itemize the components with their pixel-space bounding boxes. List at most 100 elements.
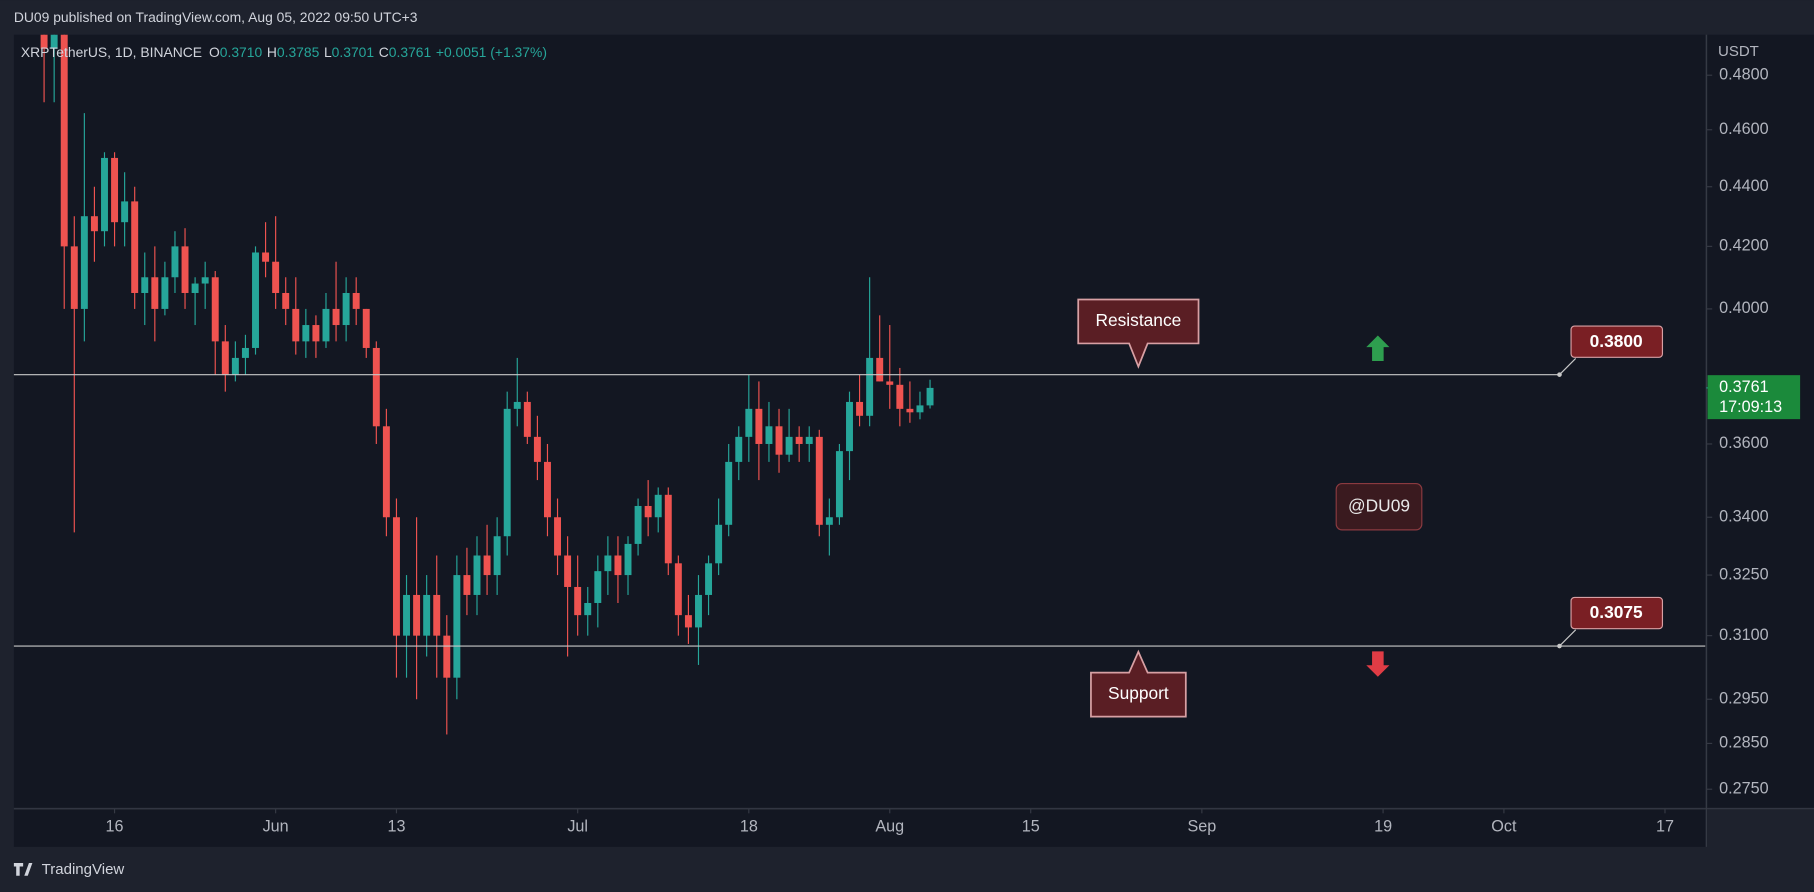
candle-body [292, 308, 300, 342]
candle-body [695, 594, 702, 628]
candle-body [322, 308, 330, 342]
legend-change: +0.0051 (+1.37%) [436, 44, 547, 60]
candle-body [533, 436, 541, 462]
candle-body [856, 401, 864, 416]
legend-key: O [209, 44, 220, 60]
candle-body [785, 436, 793, 455]
y-tick-label: 0.4000 [1719, 299, 1769, 317]
last-price-tag [1707, 375, 1801, 420]
candle-body [453, 575, 461, 678]
callout-box [1090, 649, 1187, 718]
x-tick-label: 15 [1022, 817, 1040, 835]
candle-body [111, 157, 119, 223]
published-by: DU09 published on TradingView.com, Aug 0… [14, 9, 418, 25]
symbol: XRPTetherUS, 1D, BINANCE [21, 44, 202, 60]
candle-body [80, 216, 88, 309]
x-tick-label: Aug [875, 817, 904, 835]
y-tick-label: 0.3400 [1719, 508, 1769, 526]
candle-body [825, 517, 833, 525]
x-tick-label: 17 [1656, 817, 1674, 835]
candle-body [715, 524, 723, 564]
candle-body [664, 494, 672, 564]
candle-body [503, 408, 511, 537]
candle-body [392, 517, 400, 636]
x-tick-label: Jul [567, 817, 588, 835]
level-price-box [1570, 325, 1664, 358]
candle-body [252, 252, 259, 348]
candle-body [101, 157, 108, 232]
candle-body [554, 517, 562, 556]
level-price-box [1570, 596, 1664, 630]
callout-label: Support [1108, 683, 1169, 703]
candle-body [523, 401, 531, 437]
candle-body [735, 436, 743, 462]
candle-body [60, 34, 68, 247]
candle-body [282, 292, 290, 309]
candle-body [795, 436, 803, 444]
candle-body [775, 426, 783, 455]
candle-body [543, 461, 551, 518]
x-tick-label: Oct [1491, 817, 1517, 835]
candle-body [674, 563, 682, 616]
x-tick-label: 13 [387, 817, 405, 835]
x-tick-label: 18 [740, 817, 758, 835]
level-connector [1559, 629, 1577, 647]
candle-body [372, 347, 380, 427]
candle-body [312, 325, 320, 342]
candle-body [815, 436, 823, 525]
candle-body [755, 408, 763, 444]
footer-logo [13, 863, 33, 876]
candle-body [423, 594, 431, 636]
legend-key: C [379, 44, 389, 60]
candle-body [463, 575, 471, 595]
candle-body [624, 543, 632, 576]
candle-body [171, 246, 179, 278]
candle-body [725, 461, 733, 525]
x-tick-label: 16 [106, 817, 124, 835]
candle-body [604, 555, 612, 572]
y-tick-label: 0.3250 [1719, 565, 1769, 583]
candle-body [926, 387, 934, 406]
y-tick-label: 0.4600 [1719, 120, 1769, 138]
symbol-legend: XRPTetherUS, 1D, BINANCE O0.3710 H0.3785 L0… [21, 44, 547, 60]
candle-body [493, 536, 501, 576]
candle-body [644, 505, 652, 518]
candle-body [574, 586, 582, 616]
callout-label: Resistance [1095, 310, 1181, 330]
time-axis [13, 809, 1706, 847]
candle-body [131, 201, 139, 293]
candle-body [584, 602, 592, 616]
candle-body [564, 555, 572, 587]
callout-box [1077, 298, 1200, 369]
candle-body [886, 381, 894, 385]
candle-body [906, 408, 914, 413]
candle-body [272, 261, 280, 293]
footer-brand: TradingView [42, 861, 125, 878]
candle-body [866, 357, 874, 416]
candle-body [362, 308, 370, 348]
y-tick-label: 0.3100 [1719, 626, 1769, 644]
legend-value: 0.3710 [220, 44, 263, 60]
candle-body [201, 277, 209, 284]
candle-body [594, 571, 602, 603]
candle-body [302, 325, 310, 342]
y-tick-label: 0.3600 [1719, 434, 1769, 452]
level-price-label: 0.3075 [1590, 602, 1643, 622]
candle-body [483, 555, 491, 576]
arrow-up [1366, 335, 1390, 361]
candle-body [262, 252, 270, 262]
candle-body [403, 594, 410, 636]
candle-body [805, 436, 813, 444]
legend-value: 0.3701 [332, 44, 375, 60]
logo [13, 863, 33, 876]
legend-key: H [267, 44, 277, 60]
watermark: @DU09 [1348, 495, 1410, 515]
candle-body [50, 34, 58, 49]
candle-body [705, 563, 713, 595]
candle-body [684, 615, 692, 628]
y-tick-label: 0.2950 [1719, 690, 1769, 708]
x-tick-label: Jun [263, 817, 289, 835]
candle-body [654, 494, 662, 518]
candle-body [876, 357, 884, 382]
candle-body [433, 594, 441, 636]
